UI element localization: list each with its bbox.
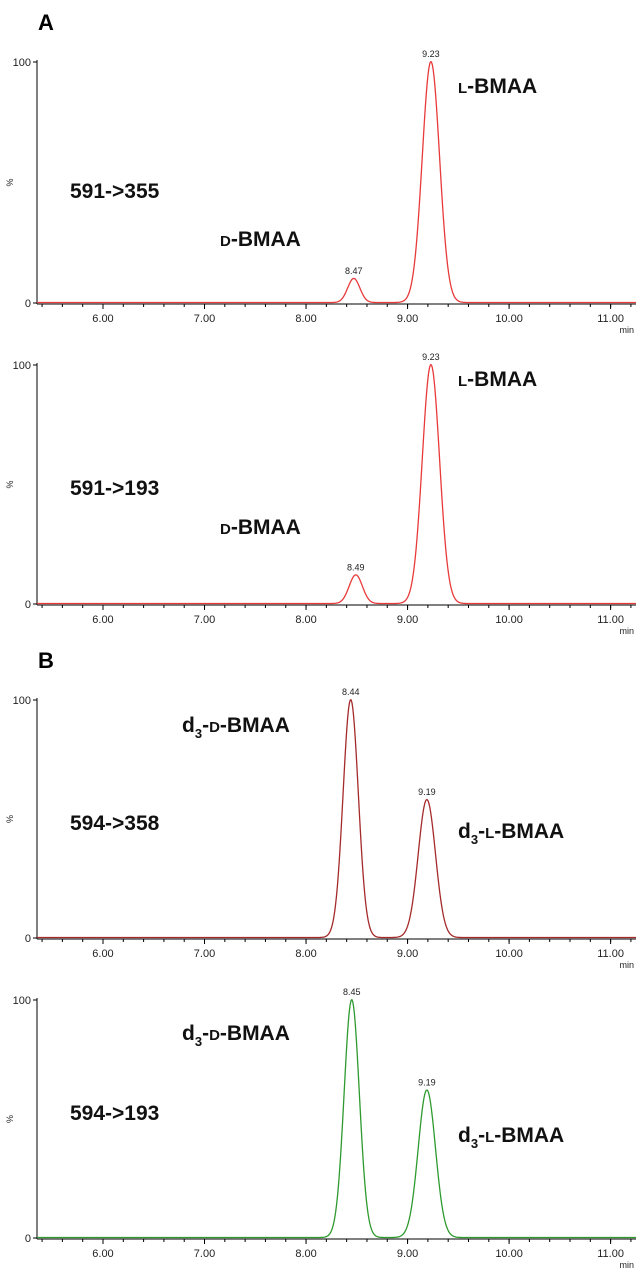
compound-label-1: d3-D-BMAA (182, 1022, 290, 1049)
panel-letter-a: A (38, 10, 54, 35)
peak-rt-label-2: 9.19 (418, 1077, 436, 1087)
transition-label: 591->355 (70, 180, 160, 203)
x-tick-label: 10.00 (495, 313, 523, 325)
x-tick-label: 6.00 (92, 1248, 113, 1260)
chromatogram-trace (37, 364, 636, 605)
x-tick-label: 6.00 (92, 313, 113, 325)
peak-rt-label-2: 9.19 (418, 787, 436, 797)
x-tick-label: 8.00 (295, 948, 316, 960)
y-tick-label-0: 0 (25, 298, 31, 310)
y-tick-label-0: 0 (25, 599, 31, 611)
transition-label: 591->193 (70, 477, 159, 500)
compound-label-2: L-BMAA (458, 368, 537, 391)
y-tick-label-100: 100 (13, 695, 31, 707)
y-axis-label: % (5, 815, 15, 823)
x-tick-label: 10.00 (495, 614, 523, 626)
x-tick-label: 8.00 (295, 1248, 316, 1260)
x-tick-label: 10.00 (495, 948, 523, 960)
x-tick-label: 11.00 (597, 614, 624, 626)
x-unit-label: min (619, 960, 634, 970)
compound-label-2: d3-L-BMAA (458, 1124, 564, 1151)
peak-rt-label-1: 8.47 (345, 266, 363, 276)
peak-rt-label-2: 9.23 (422, 49, 440, 59)
x-tick-label: 6.00 (92, 614, 113, 626)
x-tick-label: 6.00 (92, 948, 113, 960)
y-axis-label: % (5, 1115, 15, 1123)
x-tick-label: 7.00 (194, 614, 215, 626)
y-tick-label-100: 100 (13, 360, 31, 372)
panel-letter-b: B (38, 648, 54, 673)
peak-rt-label-2: 9.23 (422, 352, 440, 362)
compound-label-1: D-BMAA (220, 516, 301, 539)
x-unit-label: min (619, 325, 634, 335)
compound-label-1: d3-D-BMAA (182, 714, 290, 741)
y-tick-label-0: 0 (25, 1233, 31, 1245)
peak-rt-label-1: 8.44 (342, 687, 360, 697)
chromatogram-trace (37, 699, 636, 939)
compound-label-1: D-BMAA (220, 228, 301, 251)
y-tick-label-100: 100 (13, 995, 31, 1007)
chromatogram-trace (37, 998, 636, 1239)
x-tick-label: 9.00 (397, 1248, 418, 1260)
x-tick-label: 7.00 (194, 1248, 215, 1260)
transition-label: 594->193 (70, 1102, 159, 1125)
x-tick-label: 11.00 (597, 948, 624, 960)
y-axis-label: % (5, 480, 15, 488)
x-tick-label: 8.00 (295, 313, 316, 325)
x-tick-label: 9.00 (397, 948, 418, 960)
chromatogram-trace (37, 61, 636, 304)
x-tick-label: 7.00 (194, 313, 215, 325)
compound-label-2: d3-L-BMAA (458, 820, 564, 847)
y-axis-label: % (5, 178, 15, 186)
y-tick-label-100: 100 (13, 57, 31, 69)
x-tick-label: 11.00 (597, 313, 624, 325)
compound-label-2: L-BMAA (458, 75, 537, 98)
x-unit-label: min (619, 626, 634, 636)
x-tick-label: 8.00 (295, 614, 316, 626)
x-tick-label: 10.00 (495, 1248, 523, 1260)
x-tick-label: 9.00 (397, 313, 418, 325)
x-tick-label: 7.00 (194, 948, 215, 960)
x-unit-label: min (619, 1260, 634, 1270)
y-tick-label-0: 0 (25, 933, 31, 945)
peak-rt-label-1: 8.49 (347, 562, 365, 572)
transition-label: 594->358 (70, 812, 160, 835)
x-tick-label: 9.00 (397, 614, 418, 626)
x-tick-label: 11.00 (597, 1248, 624, 1260)
peak-rt-label-1: 8.45 (343, 987, 361, 997)
